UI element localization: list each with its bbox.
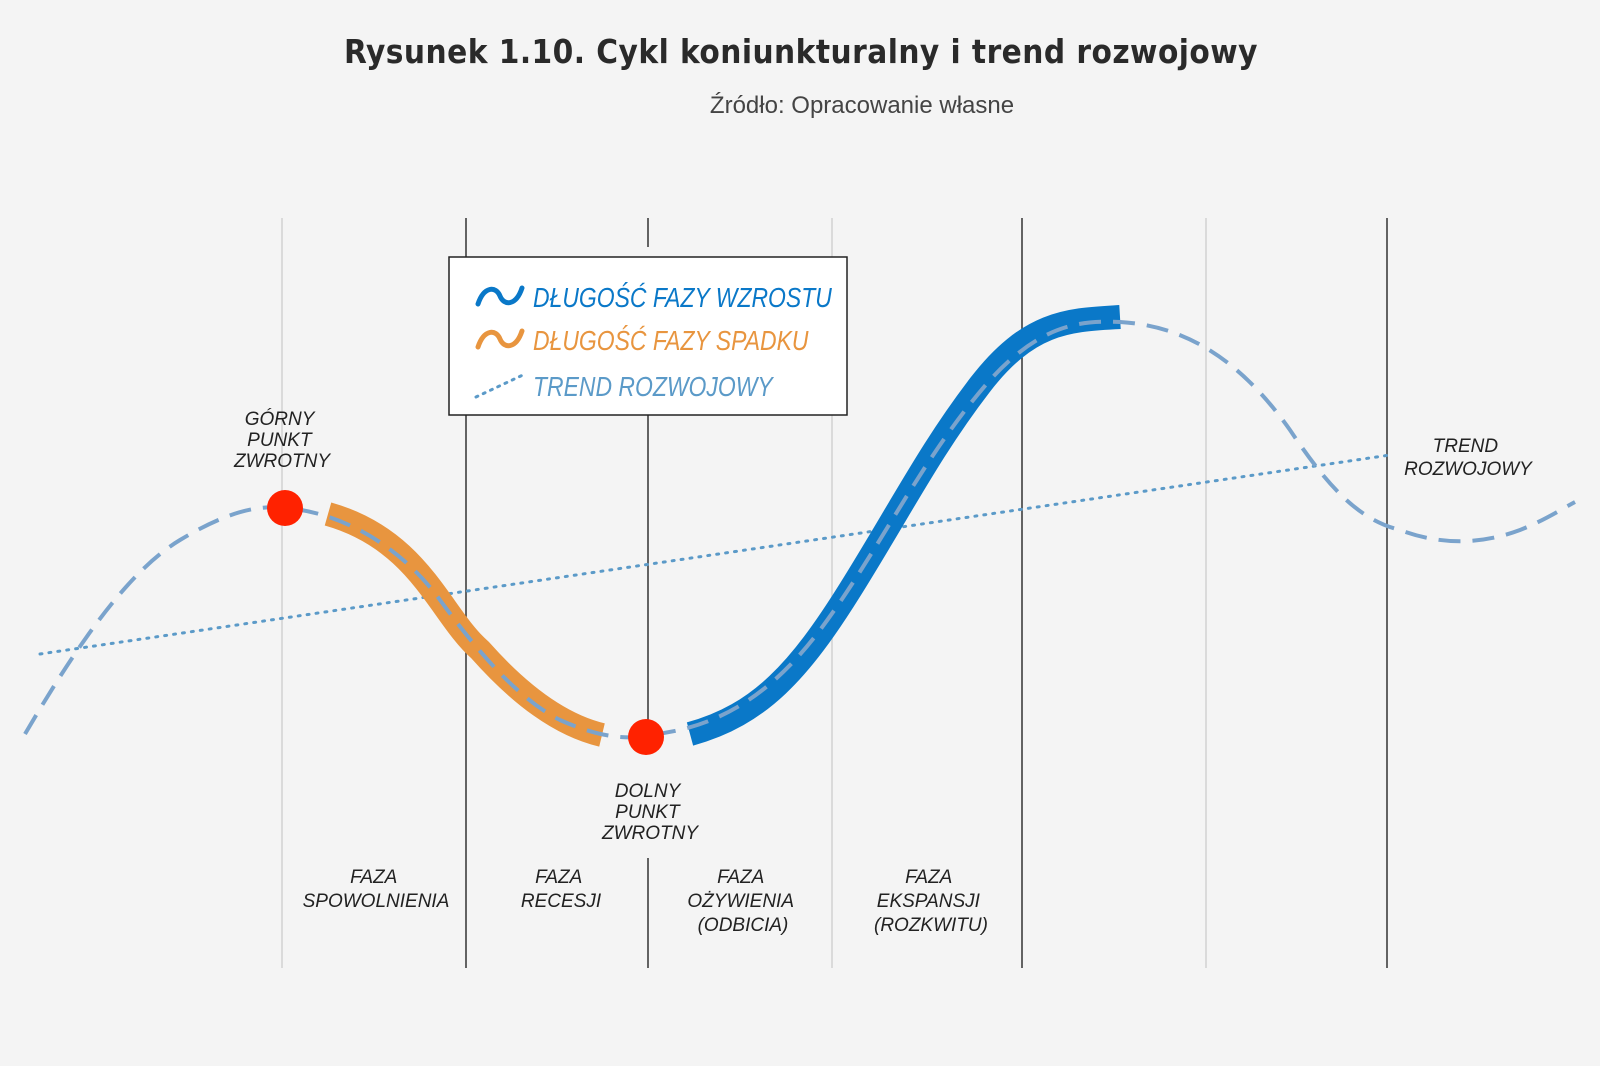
phase-label-recession: FAZA RECESJI [521,867,602,912]
decline-phase-segment [324,502,606,747]
figure-source: Źródło: Opracowanie własne [709,92,1015,119]
legend: DŁUGOŚĆ FAZY WZROSTU DŁUGOŚĆ FAZY SPADKU… [448,256,848,416]
trend-line-label: TREND ROZWOJOWY [1404,436,1533,480]
phase-label-expansion: FAZA EKSPANSJI (ROZKWITU) [874,867,988,936]
top-turning-point-marker [267,490,303,526]
bottom-turning-point-marker [628,719,664,755]
legend-growth-label: DŁUGOŚĆ FAZY WZROSTU [533,281,832,314]
legend-box [448,256,848,416]
growth-phase-segment [686,305,1121,746]
legend-decline-label: DŁUGOŚĆ FAZY SPADKU [533,324,809,357]
decline-wave-icon [475,328,525,350]
top-point-label: GÓRNY PUNKT ZWROTNY [233,408,331,472]
phase-label-recovery: FAZA OŻYWIENIA (ODBICIA) [687,867,798,936]
business-cycle-line [23,319,1576,740]
legend-trend-label: TREND ROZWOJOWY [533,372,774,403]
growth-wave-icon [475,285,525,307]
trend-dots-icon [474,372,527,399]
trend-line [38,453,1392,656]
phase-label-slowdown: FAZA SPOWOLNIENIA [303,867,450,912]
figure-title: Rysunek 1.10. Cykl koniunkturalny i tren… [344,32,1258,71]
bottom-point-label: DOLNY PUNKT ZWROTNY [601,781,699,844]
